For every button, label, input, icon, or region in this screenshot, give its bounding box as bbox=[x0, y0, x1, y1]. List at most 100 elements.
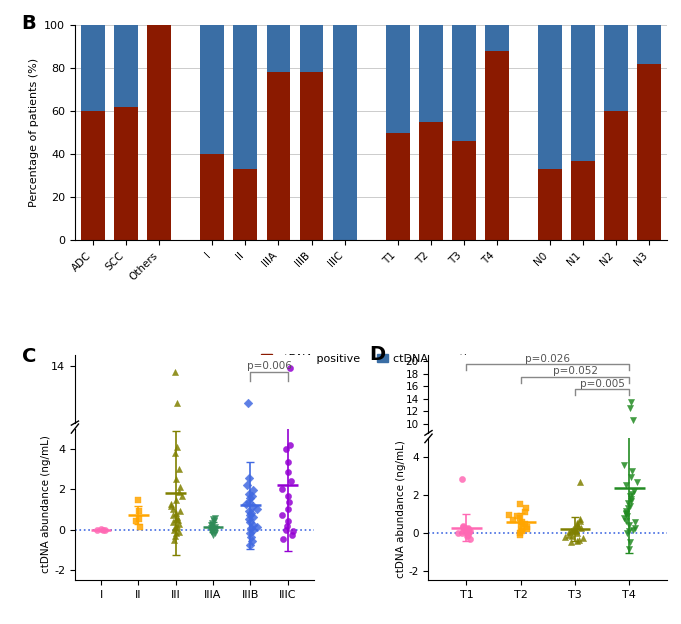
Point bbox=[172, 520, 183, 530]
Point bbox=[623, 471, 634, 481]
Point bbox=[244, 514, 255, 524]
Y-axis label: Percentage of patients (%): Percentage of patients (%) bbox=[29, 58, 39, 207]
Point bbox=[246, 532, 257, 542]
Point bbox=[574, 476, 585, 486]
Point bbox=[241, 480, 252, 490]
Point bbox=[571, 480, 582, 490]
Point bbox=[207, 530, 218, 540]
Point bbox=[622, 511, 633, 521]
Point bbox=[133, 510, 144, 520]
Bar bbox=[452, 141, 476, 240]
Point bbox=[174, 505, 185, 515]
Point bbox=[563, 530, 574, 540]
Point bbox=[171, 507, 182, 517]
Point bbox=[176, 491, 187, 501]
Point bbox=[622, 473, 633, 483]
Point bbox=[244, 494, 255, 504]
Point bbox=[283, 502, 294, 512]
Point bbox=[282, 519, 293, 529]
Point bbox=[620, 466, 631, 475]
Point bbox=[462, 482, 473, 492]
Point bbox=[135, 522, 146, 532]
Bar bbox=[538, 169, 562, 240]
Point bbox=[99, 521, 110, 531]
Point bbox=[242, 306, 253, 316]
Point bbox=[242, 397, 253, 407]
Point bbox=[571, 536, 582, 546]
Bar bbox=[266, 25, 290, 72]
Point bbox=[169, 525, 180, 535]
Point bbox=[462, 524, 473, 534]
Point bbox=[168, 504, 178, 514]
Point bbox=[174, 464, 185, 474]
Point bbox=[628, 329, 639, 339]
Point bbox=[521, 480, 532, 490]
Point bbox=[285, 476, 296, 486]
Point bbox=[507, 477, 518, 487]
Point bbox=[174, 486, 185, 496]
Point bbox=[507, 515, 518, 525]
Point bbox=[459, 479, 470, 489]
Point bbox=[618, 514, 629, 524]
Point bbox=[251, 509, 262, 519]
Point bbox=[276, 510, 287, 520]
Point bbox=[457, 481, 468, 491]
Bar bbox=[300, 72, 323, 240]
Point bbox=[516, 527, 527, 537]
Point bbox=[172, 513, 183, 523]
Point bbox=[575, 516, 586, 526]
Point bbox=[91, 525, 102, 535]
Point bbox=[626, 397, 637, 407]
Point bbox=[282, 509, 293, 519]
Point bbox=[574, 514, 585, 524]
Point bbox=[572, 520, 583, 530]
Point bbox=[503, 475, 514, 485]
Point bbox=[208, 524, 219, 534]
Point bbox=[464, 483, 475, 493]
Point bbox=[243, 505, 254, 515]
Point bbox=[575, 477, 586, 487]
Point bbox=[251, 504, 262, 514]
Point bbox=[210, 512, 221, 522]
Point bbox=[247, 520, 258, 530]
Point bbox=[173, 515, 184, 525]
Point bbox=[287, 522, 298, 532]
Point bbox=[565, 537, 576, 547]
Bar bbox=[571, 25, 595, 160]
Point bbox=[170, 519, 180, 529]
Point bbox=[628, 416, 639, 426]
Point bbox=[624, 527, 635, 537]
Point bbox=[626, 470, 637, 480]
Bar bbox=[385, 132, 409, 240]
Point bbox=[174, 510, 185, 520]
Point bbox=[575, 477, 586, 487]
Point bbox=[173, 487, 184, 497]
Text: p=0.026: p=0.026 bbox=[526, 354, 571, 364]
Point bbox=[282, 482, 293, 492]
Point bbox=[563, 482, 574, 492]
Point bbox=[165, 506, 176, 516]
Point bbox=[169, 520, 180, 530]
Point bbox=[452, 529, 463, 539]
Point bbox=[209, 529, 220, 539]
Point bbox=[577, 534, 588, 544]
Point bbox=[207, 522, 218, 532]
Point bbox=[285, 493, 296, 503]
Point bbox=[244, 510, 255, 520]
Point bbox=[95, 520, 106, 530]
Point bbox=[170, 477, 180, 487]
Point bbox=[462, 524, 473, 534]
Point bbox=[520, 478, 530, 488]
Point bbox=[620, 516, 631, 526]
Point bbox=[464, 527, 475, 537]
Point bbox=[624, 480, 635, 490]
Point bbox=[95, 524, 106, 534]
Point bbox=[283, 488, 294, 498]
Point bbox=[283, 491, 294, 501]
Point bbox=[211, 524, 222, 534]
Point bbox=[207, 524, 218, 534]
Point bbox=[573, 535, 584, 545]
Point bbox=[503, 510, 514, 520]
Point bbox=[168, 517, 178, 527]
Point bbox=[207, 527, 218, 537]
